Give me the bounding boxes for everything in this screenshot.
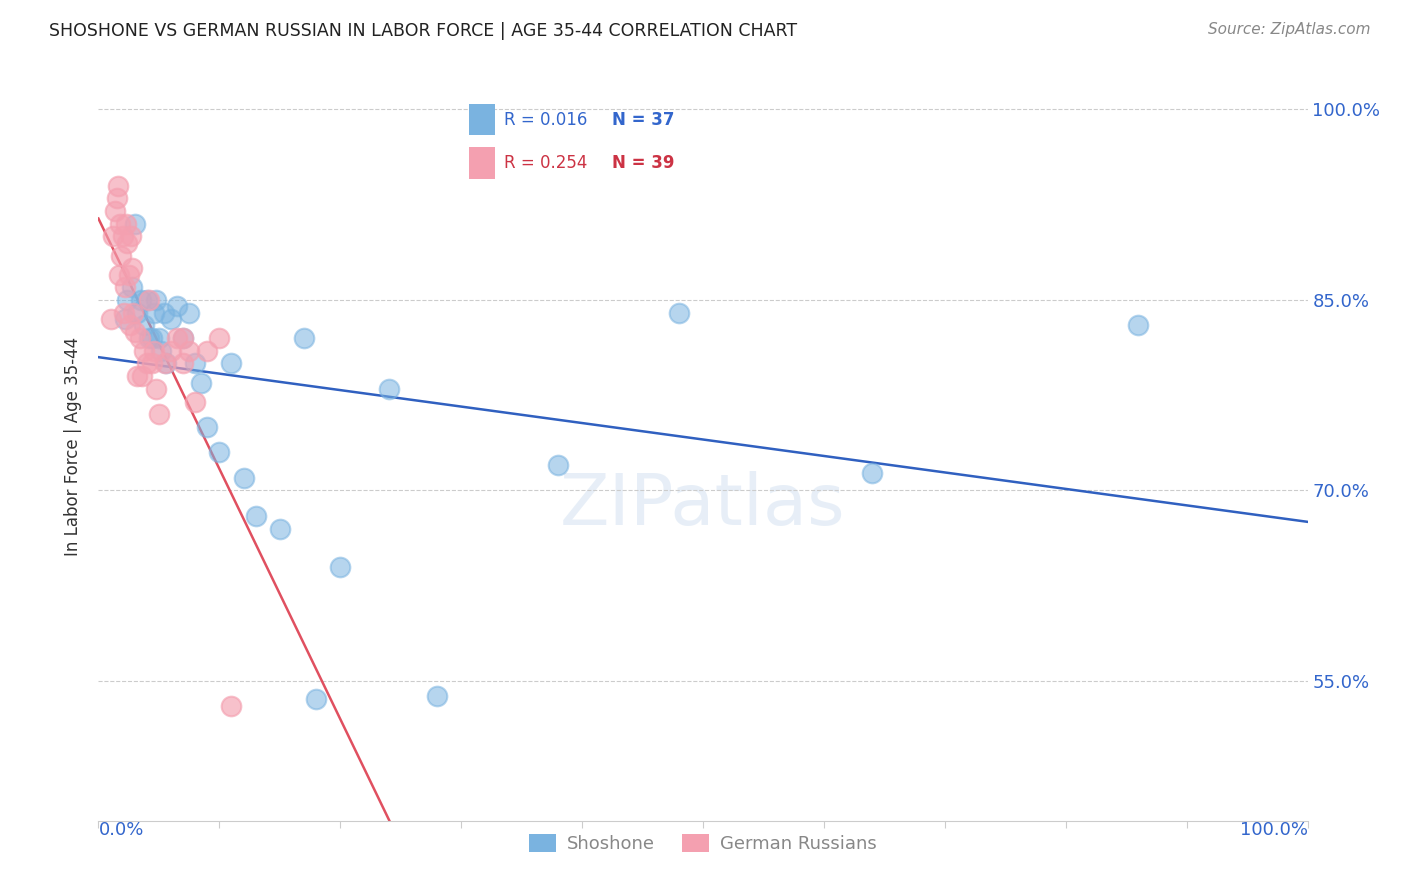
Point [141, 331, 163, 345]
Point [148, 331, 170, 345]
Point [141, 356, 163, 370]
Point [179, 306, 201, 320]
Point [117, 235, 139, 250]
Point [668, 306, 690, 320]
Point [100, 312, 122, 326]
Point [166, 299, 188, 313]
Point [121, 280, 143, 294]
Point [155, 356, 177, 370]
Point [143, 343, 166, 358]
Point [129, 293, 152, 307]
Point [160, 312, 183, 326]
Point [110, 248, 132, 262]
Point [124, 325, 146, 339]
Point [269, 522, 291, 536]
Point [131, 369, 153, 384]
Point [135, 356, 157, 370]
Y-axis label: In Labor Force | Age 35-44: In Labor Force | Age 35-44 [65, 336, 83, 556]
Point [179, 343, 201, 358]
Text: 100.0%: 100.0% [1240, 821, 1308, 838]
Point [118, 318, 141, 333]
Point [160, 343, 183, 358]
Point [138, 293, 160, 307]
Point [118, 268, 141, 282]
Point [208, 331, 231, 345]
Point [145, 382, 167, 396]
Point [145, 293, 167, 307]
Point [426, 689, 449, 703]
Point [195, 420, 218, 434]
Point [122, 306, 145, 320]
Point [172, 331, 194, 345]
Point [153, 356, 176, 370]
Point [860, 466, 883, 480]
Point [105, 191, 128, 205]
Point [172, 331, 194, 345]
Point [114, 280, 136, 294]
Point [115, 217, 138, 231]
Point [127, 369, 149, 384]
Point [377, 382, 399, 396]
Point [134, 343, 156, 358]
Point [184, 394, 207, 409]
Point [107, 178, 129, 193]
Point [111, 229, 134, 244]
Point [152, 306, 174, 320]
Point [138, 331, 160, 345]
Point [184, 356, 207, 370]
Text: SHOSHONE VS GERMAN RUSSIAN IN LABOR FORCE | AGE 35-44 CORRELATION CHART: SHOSHONE VS GERMAN RUSSIAN IN LABOR FORC… [49, 22, 797, 40]
Point [221, 699, 243, 714]
Point [135, 293, 157, 307]
Point [195, 343, 218, 358]
Point [150, 343, 173, 358]
Point [1128, 318, 1150, 333]
Point [101, 229, 124, 244]
Point [128, 331, 150, 345]
Text: ZIPatlas: ZIPatlas [560, 472, 846, 541]
Point [108, 268, 131, 282]
Point [547, 458, 569, 472]
Point [121, 261, 143, 276]
Text: Source: ZipAtlas.com: Source: ZipAtlas.com [1208, 22, 1371, 37]
Point [305, 691, 328, 706]
Point [166, 331, 188, 345]
Point [104, 204, 127, 219]
Point [127, 306, 149, 320]
Text: 0.0%: 0.0% [98, 821, 143, 838]
Point [329, 559, 352, 574]
Point [134, 318, 156, 333]
Point [124, 217, 146, 231]
Point [190, 376, 212, 390]
Point [221, 356, 243, 370]
Legend: Shoshone, German Russians: Shoshone, German Russians [522, 827, 884, 860]
Point [232, 471, 254, 485]
Point [114, 312, 136, 326]
Point [245, 508, 267, 523]
Point [112, 306, 135, 320]
Point [172, 356, 194, 370]
Point [120, 229, 142, 244]
Point [117, 293, 139, 307]
Point [292, 331, 315, 345]
Point [108, 217, 131, 231]
Point [208, 445, 231, 459]
Point [143, 306, 166, 320]
Point [148, 407, 170, 421]
